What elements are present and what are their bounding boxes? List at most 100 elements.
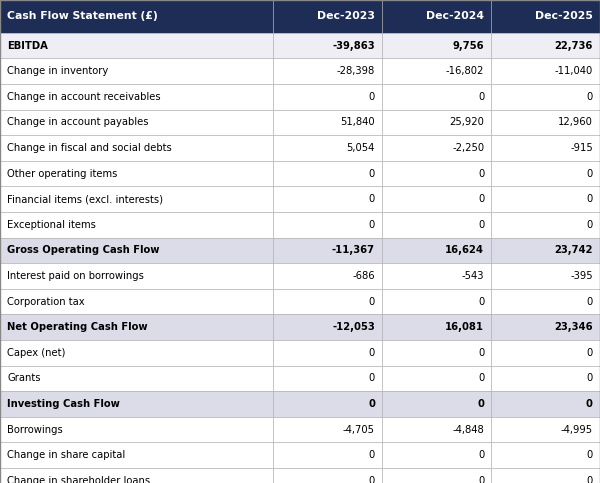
FancyBboxPatch shape (491, 33, 600, 58)
Text: 0: 0 (478, 399, 484, 409)
Text: 0: 0 (369, 169, 375, 179)
Text: Change in inventory: Change in inventory (7, 66, 109, 76)
Text: Grants: Grants (7, 373, 41, 384)
Text: 0: 0 (478, 373, 484, 384)
Text: Change in account payables: Change in account payables (7, 117, 149, 128)
FancyBboxPatch shape (0, 135, 273, 161)
Text: 9,756: 9,756 (452, 41, 484, 51)
FancyBboxPatch shape (491, 340, 600, 366)
Text: 25,920: 25,920 (449, 117, 484, 128)
Text: 0: 0 (478, 169, 484, 179)
FancyBboxPatch shape (382, 186, 491, 212)
Text: 0: 0 (369, 220, 375, 230)
FancyBboxPatch shape (273, 135, 382, 161)
FancyBboxPatch shape (382, 366, 491, 391)
FancyBboxPatch shape (382, 442, 491, 468)
Text: 0: 0 (369, 348, 375, 358)
FancyBboxPatch shape (491, 84, 600, 110)
Text: -11,367: -11,367 (332, 245, 375, 256)
FancyBboxPatch shape (0, 238, 273, 263)
Text: -4,705: -4,705 (343, 425, 375, 435)
FancyBboxPatch shape (273, 58, 382, 84)
Text: -11,040: -11,040 (554, 66, 593, 76)
Text: EBITDA: EBITDA (7, 41, 48, 51)
FancyBboxPatch shape (491, 314, 600, 340)
FancyBboxPatch shape (382, 58, 491, 84)
FancyBboxPatch shape (382, 314, 491, 340)
Text: 0: 0 (587, 373, 593, 384)
Text: Financial items (excl. interests): Financial items (excl. interests) (7, 194, 163, 204)
FancyBboxPatch shape (491, 58, 600, 84)
Text: 0: 0 (369, 450, 375, 460)
Text: 0: 0 (587, 92, 593, 102)
Text: 16,624: 16,624 (445, 245, 484, 256)
Text: Investing Cash Flow: Investing Cash Flow (7, 399, 120, 409)
FancyBboxPatch shape (491, 161, 600, 186)
Text: Change in account receivables: Change in account receivables (7, 92, 161, 102)
FancyBboxPatch shape (491, 0, 600, 33)
FancyBboxPatch shape (273, 0, 382, 33)
FancyBboxPatch shape (273, 110, 382, 135)
Text: 0: 0 (478, 297, 484, 307)
FancyBboxPatch shape (273, 417, 382, 442)
Text: -39,863: -39,863 (332, 41, 375, 51)
FancyBboxPatch shape (0, 366, 273, 391)
FancyBboxPatch shape (273, 84, 382, 110)
FancyBboxPatch shape (382, 468, 491, 483)
FancyBboxPatch shape (273, 314, 382, 340)
Text: 0: 0 (586, 399, 593, 409)
Text: -4,848: -4,848 (452, 425, 484, 435)
Text: -12,053: -12,053 (332, 322, 375, 332)
FancyBboxPatch shape (382, 417, 491, 442)
Text: 0: 0 (478, 220, 484, 230)
FancyBboxPatch shape (382, 212, 491, 238)
FancyBboxPatch shape (382, 391, 491, 417)
Text: Dec-2024: Dec-2024 (426, 12, 484, 21)
Text: -2,250: -2,250 (452, 143, 484, 153)
Text: -543: -543 (462, 271, 484, 281)
Text: 0: 0 (587, 297, 593, 307)
Text: 12,960: 12,960 (558, 117, 593, 128)
FancyBboxPatch shape (273, 340, 382, 366)
FancyBboxPatch shape (491, 212, 600, 238)
FancyBboxPatch shape (0, 442, 273, 468)
Text: 23,346: 23,346 (554, 322, 593, 332)
FancyBboxPatch shape (491, 391, 600, 417)
Text: Other operating items: Other operating items (7, 169, 118, 179)
Text: -395: -395 (570, 271, 593, 281)
FancyBboxPatch shape (0, 212, 273, 238)
Text: 0: 0 (587, 220, 593, 230)
FancyBboxPatch shape (0, 0, 273, 33)
Text: 0: 0 (587, 476, 593, 483)
FancyBboxPatch shape (382, 263, 491, 289)
Text: 22,736: 22,736 (554, 41, 593, 51)
FancyBboxPatch shape (0, 468, 273, 483)
FancyBboxPatch shape (0, 391, 273, 417)
Text: -4,995: -4,995 (560, 425, 593, 435)
FancyBboxPatch shape (273, 33, 382, 58)
FancyBboxPatch shape (0, 161, 273, 186)
Text: Change in fiscal and social debts: Change in fiscal and social debts (7, 143, 172, 153)
FancyBboxPatch shape (273, 161, 382, 186)
Text: 0: 0 (369, 476, 375, 483)
Text: 0: 0 (478, 476, 484, 483)
FancyBboxPatch shape (0, 186, 273, 212)
FancyBboxPatch shape (0, 340, 273, 366)
Text: Interest paid on borrowings: Interest paid on borrowings (7, 271, 144, 281)
Text: Dec-2023: Dec-2023 (317, 12, 375, 21)
Text: 51,840: 51,840 (340, 117, 375, 128)
FancyBboxPatch shape (491, 135, 600, 161)
Text: Borrowings: Borrowings (7, 425, 63, 435)
FancyBboxPatch shape (382, 161, 491, 186)
FancyBboxPatch shape (382, 0, 491, 33)
FancyBboxPatch shape (0, 110, 273, 135)
Text: -915: -915 (570, 143, 593, 153)
Text: 0: 0 (478, 194, 484, 204)
Text: Change in shareholder loans: Change in shareholder loans (7, 476, 151, 483)
Text: Net Operating Cash Flow: Net Operating Cash Flow (7, 322, 148, 332)
Text: Capex (net): Capex (net) (7, 348, 65, 358)
Text: 0: 0 (587, 450, 593, 460)
FancyBboxPatch shape (273, 212, 382, 238)
FancyBboxPatch shape (273, 366, 382, 391)
Text: 0: 0 (478, 450, 484, 460)
